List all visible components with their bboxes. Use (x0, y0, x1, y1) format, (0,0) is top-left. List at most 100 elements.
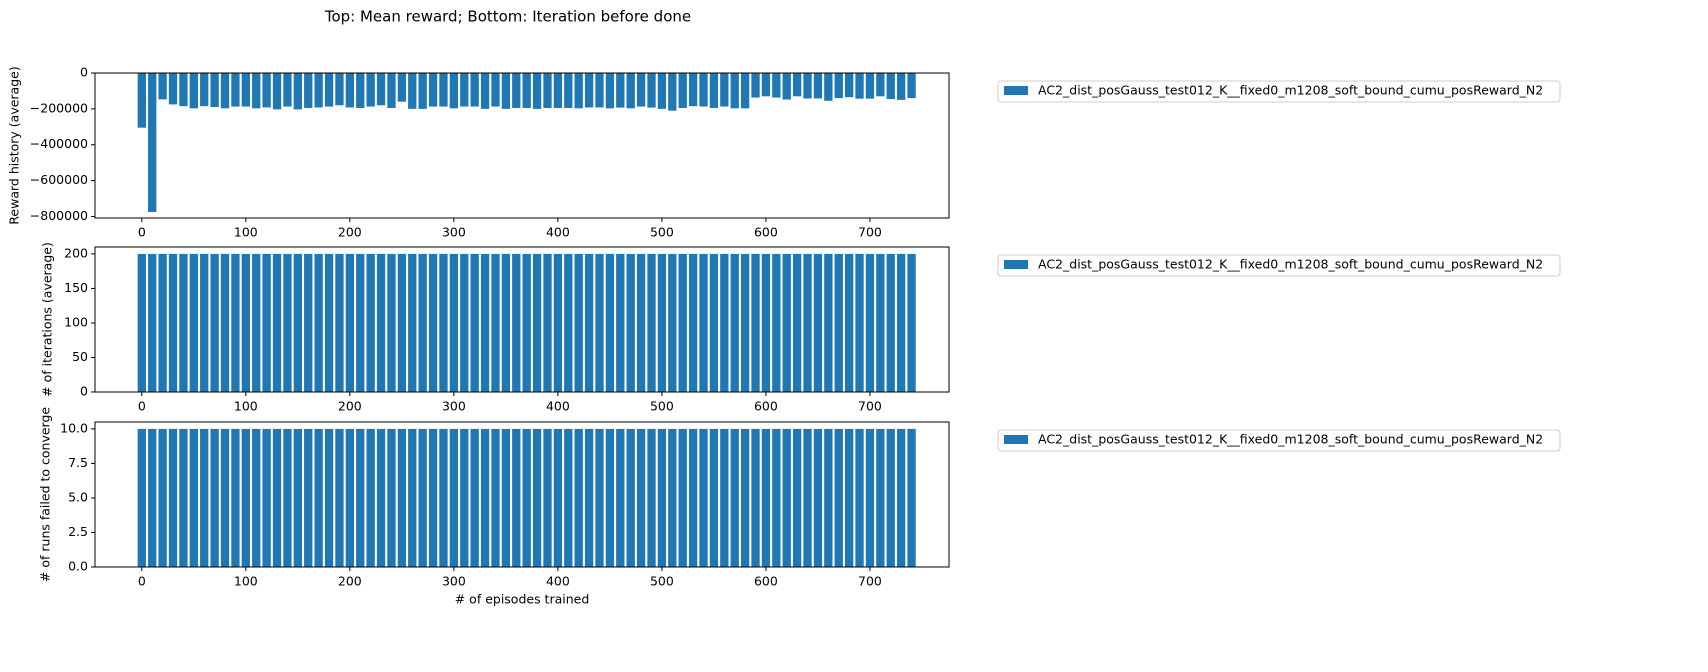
bar (200, 428, 209, 567)
bar (564, 73, 573, 108)
bar (168, 253, 178, 392)
bar (501, 428, 511, 567)
bar (158, 428, 167, 567)
bar (876, 428, 885, 567)
bar (324, 253, 334, 392)
bar (605, 428, 615, 567)
bar (657, 73, 667, 109)
x-tick-label: 500 (650, 399, 674, 414)
bar (574, 73, 583, 109)
bar (876, 73, 885, 97)
bar (470, 73, 479, 107)
bar (834, 253, 843, 392)
bar (886, 73, 895, 100)
bar (636, 73, 646, 107)
bar (834, 73, 843, 99)
bar (418, 73, 427, 109)
bar (439, 253, 448, 392)
bar (616, 428, 625, 567)
bar (283, 428, 292, 567)
bar (283, 253, 292, 392)
bar (200, 73, 209, 107)
bar (293, 73, 302, 110)
bar (231, 253, 240, 392)
bar (730, 73, 739, 109)
bar (210, 73, 219, 108)
x-tick-label: 700 (858, 399, 882, 414)
bar (470, 253, 479, 392)
bar (210, 253, 219, 392)
bar (699, 73, 708, 107)
bar (688, 253, 698, 392)
bar (314, 73, 323, 108)
bar (761, 253, 771, 392)
bar (480, 428, 490, 567)
bar (803, 428, 812, 567)
legend-swatch (1004, 86, 1028, 95)
bar (782, 73, 791, 100)
bar (886, 253, 895, 392)
bar (813, 253, 823, 392)
bar (220, 428, 230, 567)
bar (813, 428, 823, 567)
bar (699, 428, 708, 567)
x-tick-label: 200 (338, 399, 362, 414)
bar (803, 73, 812, 99)
legend-swatch (1004, 435, 1028, 444)
bar (636, 428, 646, 567)
bar (168, 428, 178, 567)
legend-box (997, 80, 1561, 103)
bar (803, 253, 812, 392)
bar (647, 428, 656, 567)
bar (376, 428, 386, 567)
bar (189, 253, 198, 392)
x-axis-label: # of episodes trained (455, 592, 590, 607)
x-tick-label: 300 (442, 399, 466, 414)
bar (491, 73, 500, 107)
y-tick-label: −800000 (30, 208, 88, 223)
bar (480, 253, 490, 392)
bar (272, 73, 282, 110)
bar (314, 253, 323, 392)
bar (751, 428, 760, 567)
bar (179, 73, 188, 107)
y-axis-label: Reward history (average) (7, 66, 22, 224)
bar (262, 253, 271, 392)
bar (782, 253, 791, 392)
x-tick-label: 400 (546, 399, 570, 414)
bar (397, 428, 407, 567)
y-tick-label: −400000 (30, 136, 88, 151)
bar (491, 253, 500, 392)
bar (304, 73, 313, 108)
bar (730, 253, 739, 392)
bar (709, 73, 719, 108)
bar (189, 428, 198, 567)
bar (387, 73, 396, 108)
bar (668, 253, 677, 392)
bar (439, 428, 448, 567)
bar (356, 253, 365, 392)
bar (137, 73, 146, 128)
bar (397, 73, 407, 102)
bar (896, 428, 906, 567)
bar (896, 253, 906, 392)
bar (272, 428, 282, 567)
bar (449, 428, 459, 567)
x-tick-label: 0 (138, 225, 146, 240)
bar (335, 253, 344, 392)
y-tick-label: 0.0 (68, 559, 88, 574)
bar (844, 73, 854, 98)
bar (844, 428, 854, 567)
bar (335, 428, 344, 567)
bar (345, 428, 355, 567)
bar (907, 73, 916, 99)
x-tick-label: 700 (858, 225, 882, 240)
bar (553, 253, 563, 392)
x-tick-label: 700 (858, 574, 882, 589)
bar (564, 253, 573, 392)
axes-frame (94, 246, 950, 393)
bar (824, 73, 833, 101)
bar (647, 73, 656, 108)
bar (647, 253, 656, 392)
bar (439, 73, 448, 107)
